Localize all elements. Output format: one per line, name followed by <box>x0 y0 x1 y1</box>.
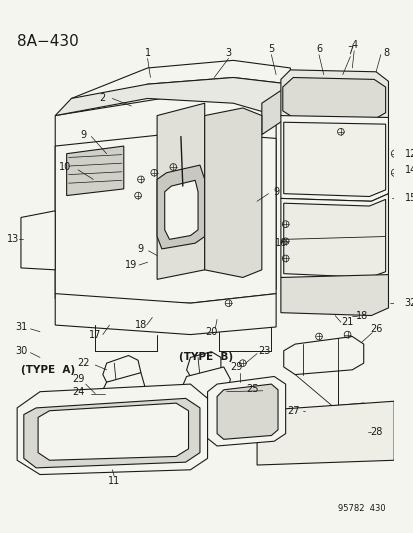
Text: 26: 26 <box>369 324 381 334</box>
Text: 28: 28 <box>369 427 381 437</box>
Text: 11: 11 <box>108 476 120 486</box>
Text: 9: 9 <box>273 187 278 197</box>
Polygon shape <box>283 199 385 278</box>
Polygon shape <box>157 165 204 249</box>
Text: 18: 18 <box>355 311 367 320</box>
Polygon shape <box>283 122 385 197</box>
Text: 25: 25 <box>245 384 258 394</box>
Text: (TYPE  B): (TYPE B) <box>178 352 233 362</box>
Text: 32: 32 <box>404 298 413 308</box>
Polygon shape <box>55 294 275 335</box>
Polygon shape <box>282 77 385 119</box>
Text: 29: 29 <box>72 374 84 384</box>
Text: 17: 17 <box>89 329 101 340</box>
Text: 13: 13 <box>7 235 19 244</box>
Text: 12: 12 <box>404 149 413 159</box>
Polygon shape <box>186 352 221 376</box>
Polygon shape <box>71 60 290 116</box>
Polygon shape <box>280 116 387 201</box>
Text: 31: 31 <box>15 322 27 332</box>
Polygon shape <box>55 77 290 116</box>
Polygon shape <box>261 84 290 135</box>
Polygon shape <box>21 211 55 270</box>
Polygon shape <box>207 376 285 446</box>
Text: 18: 18 <box>135 320 147 330</box>
Text: 21: 21 <box>341 317 353 327</box>
Text: 2: 2 <box>100 93 106 103</box>
Polygon shape <box>55 132 275 303</box>
Polygon shape <box>280 193 387 281</box>
Polygon shape <box>283 336 363 375</box>
Text: 15: 15 <box>404 193 413 204</box>
Text: 4: 4 <box>350 40 356 50</box>
Text: (TYPE  A): (TYPE A) <box>21 365 75 375</box>
Polygon shape <box>273 403 373 439</box>
Polygon shape <box>38 403 188 461</box>
Text: 1: 1 <box>144 48 150 58</box>
Text: 19: 19 <box>125 260 137 270</box>
Text: 9: 9 <box>81 130 87 140</box>
Text: 9: 9 <box>138 244 144 254</box>
Polygon shape <box>102 356 140 382</box>
Polygon shape <box>164 180 197 239</box>
Text: 23: 23 <box>258 346 270 356</box>
Polygon shape <box>204 108 261 278</box>
Text: 14: 14 <box>404 165 413 175</box>
Polygon shape <box>280 274 387 316</box>
Text: 95782  430: 95782 430 <box>337 504 385 513</box>
Text: 29: 29 <box>229 362 242 372</box>
Text: 7: 7 <box>347 46 353 56</box>
Text: 27: 27 <box>286 406 299 416</box>
Polygon shape <box>280 70 387 125</box>
Text: 5: 5 <box>268 44 274 54</box>
Polygon shape <box>157 103 204 279</box>
Text: 8A−430: 8A−430 <box>17 34 79 49</box>
Text: 8: 8 <box>382 48 389 58</box>
Text: 6: 6 <box>315 44 321 54</box>
Polygon shape <box>66 146 123 196</box>
Text: 20: 20 <box>205 327 217 337</box>
Text: 10: 10 <box>59 162 71 172</box>
Text: 24: 24 <box>72 387 84 397</box>
Text: 22: 22 <box>77 358 90 368</box>
Polygon shape <box>102 373 145 401</box>
Text: 16: 16 <box>274 238 286 248</box>
Polygon shape <box>216 384 278 439</box>
Polygon shape <box>180 367 230 401</box>
Text: 3: 3 <box>225 48 231 58</box>
Polygon shape <box>24 398 199 468</box>
Polygon shape <box>17 384 207 474</box>
Polygon shape <box>256 401 393 465</box>
Text: 30: 30 <box>15 346 27 356</box>
Polygon shape <box>55 99 275 308</box>
